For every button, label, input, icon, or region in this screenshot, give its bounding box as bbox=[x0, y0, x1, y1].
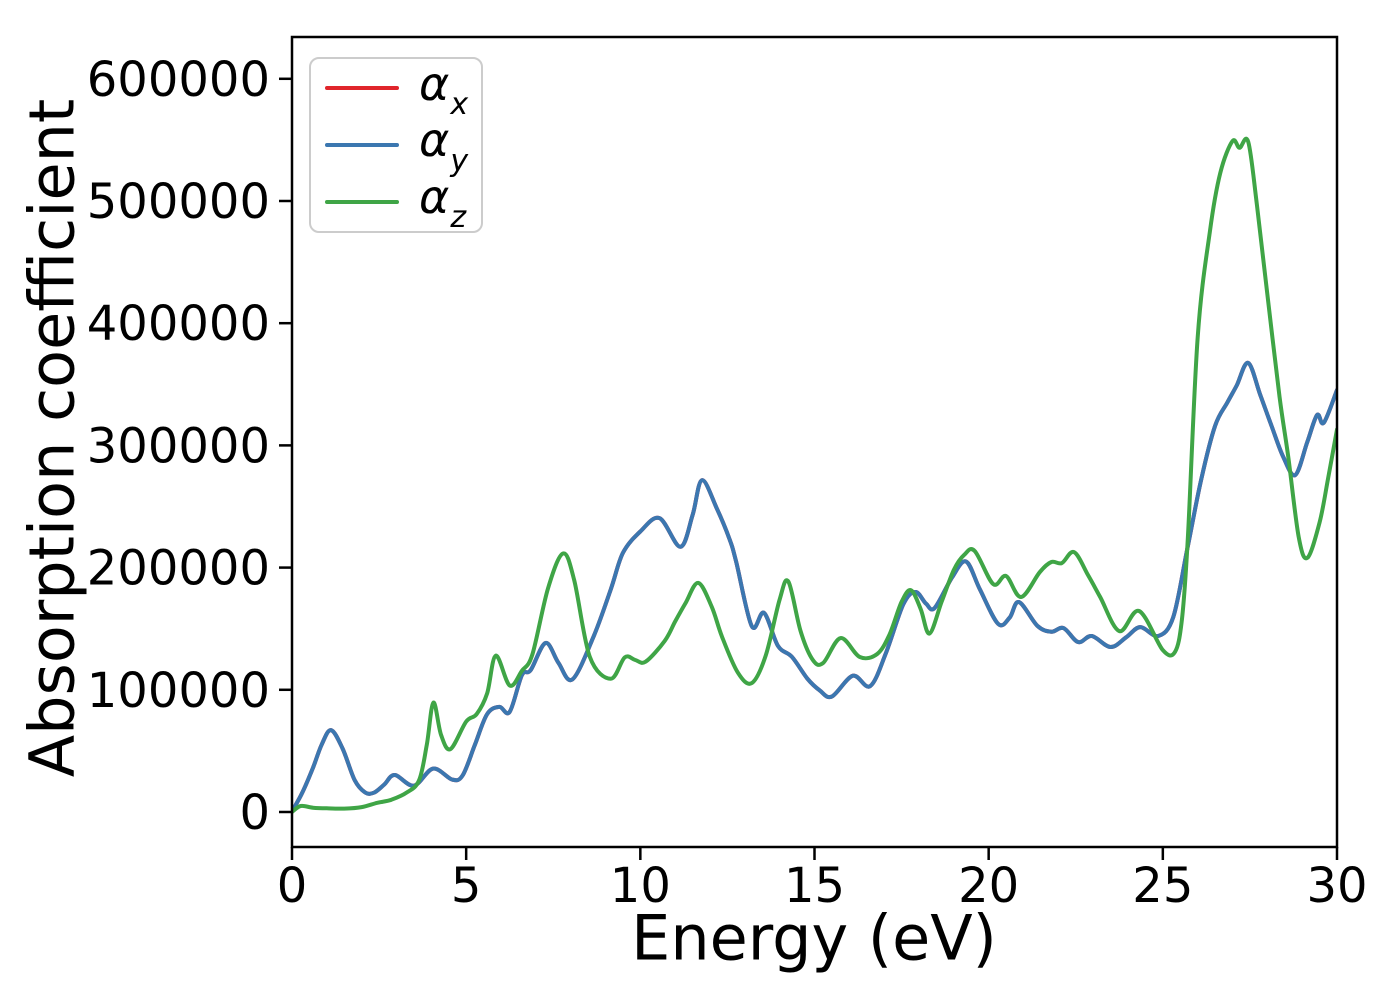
alpha-subscript: x bbox=[450, 86, 469, 122]
legend-item-alpha-z: αz bbox=[325, 174, 481, 233]
alpha-symbol: α bbox=[419, 170, 450, 225]
y-tick-label-0: 0 bbox=[239, 785, 270, 841]
y-tick-label-200000: 200000 bbox=[87, 541, 270, 597]
y-tick-label-600000: 600000 bbox=[87, 52, 270, 108]
series-line-alpha_z bbox=[292, 136, 1337, 814]
alpha-subscript: z bbox=[450, 200, 467, 236]
y-tick-label-100000: 100000 bbox=[87, 663, 270, 719]
alpha-subscript: y bbox=[450, 143, 469, 179]
plot-spines bbox=[290, 35, 1339, 849]
alpha-symbol: α bbox=[419, 56, 450, 111]
alpha-symbol: α bbox=[419, 113, 450, 168]
x-tick-label-30: 30 bbox=[1306, 858, 1367, 914]
x-tick-label-20: 20 bbox=[958, 858, 1019, 914]
legend-label-alpha-y: αy bbox=[419, 117, 468, 176]
x-axis-label: Energy (eV) bbox=[631, 901, 997, 975]
x-tick-label-0: 0 bbox=[277, 858, 308, 914]
legend-line-sample-green bbox=[325, 199, 399, 204]
x-tick-label-5: 5 bbox=[451, 858, 482, 914]
legend-label-alpha-z: αz bbox=[419, 174, 466, 233]
y-tick-label-400000: 400000 bbox=[87, 296, 270, 352]
x-tick-label-25: 25 bbox=[1132, 858, 1193, 914]
legend: αx αy αz bbox=[309, 57, 483, 233]
legend-line-sample-blue bbox=[325, 143, 399, 147]
y-axis-label: Absorption coefficient bbox=[15, 98, 89, 778]
legend-item-alpha-x: αx bbox=[325, 61, 481, 120]
legend-item-alpha-y: αy bbox=[325, 117, 481, 176]
legend-line-sample-red bbox=[325, 86, 399, 91]
x-tick-label-15: 15 bbox=[784, 858, 845, 914]
legend-label-alpha-x: αx bbox=[419, 61, 468, 120]
x-tick-label-10: 10 bbox=[610, 858, 671, 914]
y-tick-label-300000: 300000 bbox=[87, 418, 270, 474]
series-line-alpha_y bbox=[292, 360, 1337, 814]
y-tick-label-500000: 500000 bbox=[87, 174, 270, 230]
